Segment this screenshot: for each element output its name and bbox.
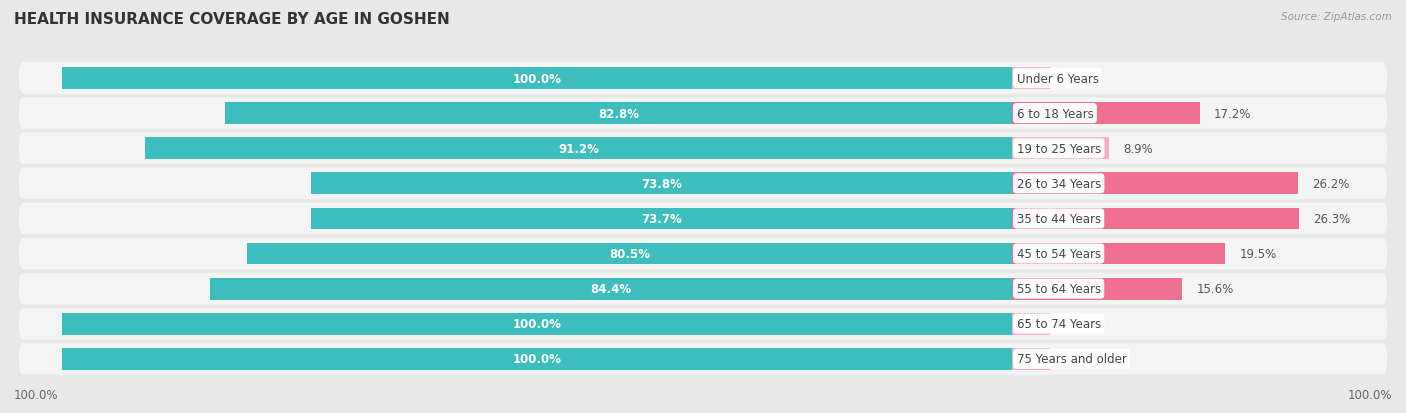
Bar <box>1012 243 1225 265</box>
Text: Source: ZipAtlas.com: Source: ZipAtlas.com <box>1281 12 1392 22</box>
Text: 84.4%: 84.4% <box>591 282 631 295</box>
Text: 26.3%: 26.3% <box>1313 212 1351 225</box>
Text: 8.9%: 8.9% <box>1123 142 1153 155</box>
Bar <box>1012 173 1298 195</box>
FancyBboxPatch shape <box>18 63 1388 95</box>
Text: 80.5%: 80.5% <box>609 247 650 260</box>
Text: 26 to 34 Years: 26 to 34 Years <box>1017 178 1101 190</box>
FancyBboxPatch shape <box>18 238 1388 270</box>
Bar <box>62 68 1012 90</box>
Bar <box>247 243 1012 265</box>
FancyBboxPatch shape <box>18 98 1388 130</box>
Text: 35 to 44 Years: 35 to 44 Years <box>1017 212 1101 225</box>
Text: 15.6%: 15.6% <box>1197 282 1234 295</box>
Bar <box>145 138 1012 160</box>
Text: 0.0%: 0.0% <box>1064 352 1094 366</box>
Text: 100.0%: 100.0% <box>1347 388 1392 401</box>
Bar <box>311 173 1012 195</box>
Text: 91.2%: 91.2% <box>558 142 599 155</box>
Text: 73.7%: 73.7% <box>641 212 682 225</box>
Text: 65 to 74 Years: 65 to 74 Years <box>1017 318 1101 330</box>
Text: 19.5%: 19.5% <box>1239 247 1277 260</box>
Text: 73.8%: 73.8% <box>641 178 682 190</box>
FancyBboxPatch shape <box>18 273 1388 305</box>
Text: 19 to 25 Years: 19 to 25 Years <box>1017 142 1101 155</box>
Text: 100.0%: 100.0% <box>512 72 561 85</box>
Bar <box>1012 313 1050 335</box>
Text: 17.2%: 17.2% <box>1213 107 1251 120</box>
Bar <box>62 348 1012 370</box>
Legend: With Coverage, Without Coverage: With Coverage, Without Coverage <box>568 410 838 413</box>
Text: 26.2%: 26.2% <box>1312 178 1350 190</box>
Text: Under 6 Years: Under 6 Years <box>1017 72 1098 85</box>
FancyBboxPatch shape <box>18 168 1388 199</box>
Text: 45 to 54 Years: 45 to 54 Years <box>1017 247 1101 260</box>
FancyBboxPatch shape <box>18 308 1388 340</box>
Bar <box>1012 208 1299 230</box>
Bar <box>1012 103 1199 125</box>
Text: 6 to 18 Years: 6 to 18 Years <box>1017 107 1094 120</box>
Text: 75 Years and older: 75 Years and older <box>1017 352 1126 366</box>
Bar <box>209 278 1012 300</box>
Bar <box>225 103 1012 125</box>
Bar <box>1012 138 1109 160</box>
Text: 82.8%: 82.8% <box>598 107 638 120</box>
Bar <box>312 208 1012 230</box>
Text: 55 to 64 Years: 55 to 64 Years <box>1017 282 1101 295</box>
Text: 100.0%: 100.0% <box>512 352 561 366</box>
Text: 100.0%: 100.0% <box>14 388 59 401</box>
Bar <box>1012 348 1050 370</box>
Text: HEALTH INSURANCE COVERAGE BY AGE IN GOSHEN: HEALTH INSURANCE COVERAGE BY AGE IN GOSH… <box>14 12 450 27</box>
Bar <box>1012 278 1182 300</box>
FancyBboxPatch shape <box>18 133 1388 165</box>
Text: 0.0%: 0.0% <box>1064 318 1094 330</box>
Bar <box>1012 68 1050 90</box>
Text: 0.0%: 0.0% <box>1064 72 1094 85</box>
Bar <box>62 313 1012 335</box>
Text: 100.0%: 100.0% <box>512 318 561 330</box>
FancyBboxPatch shape <box>18 343 1388 375</box>
FancyBboxPatch shape <box>18 203 1388 235</box>
